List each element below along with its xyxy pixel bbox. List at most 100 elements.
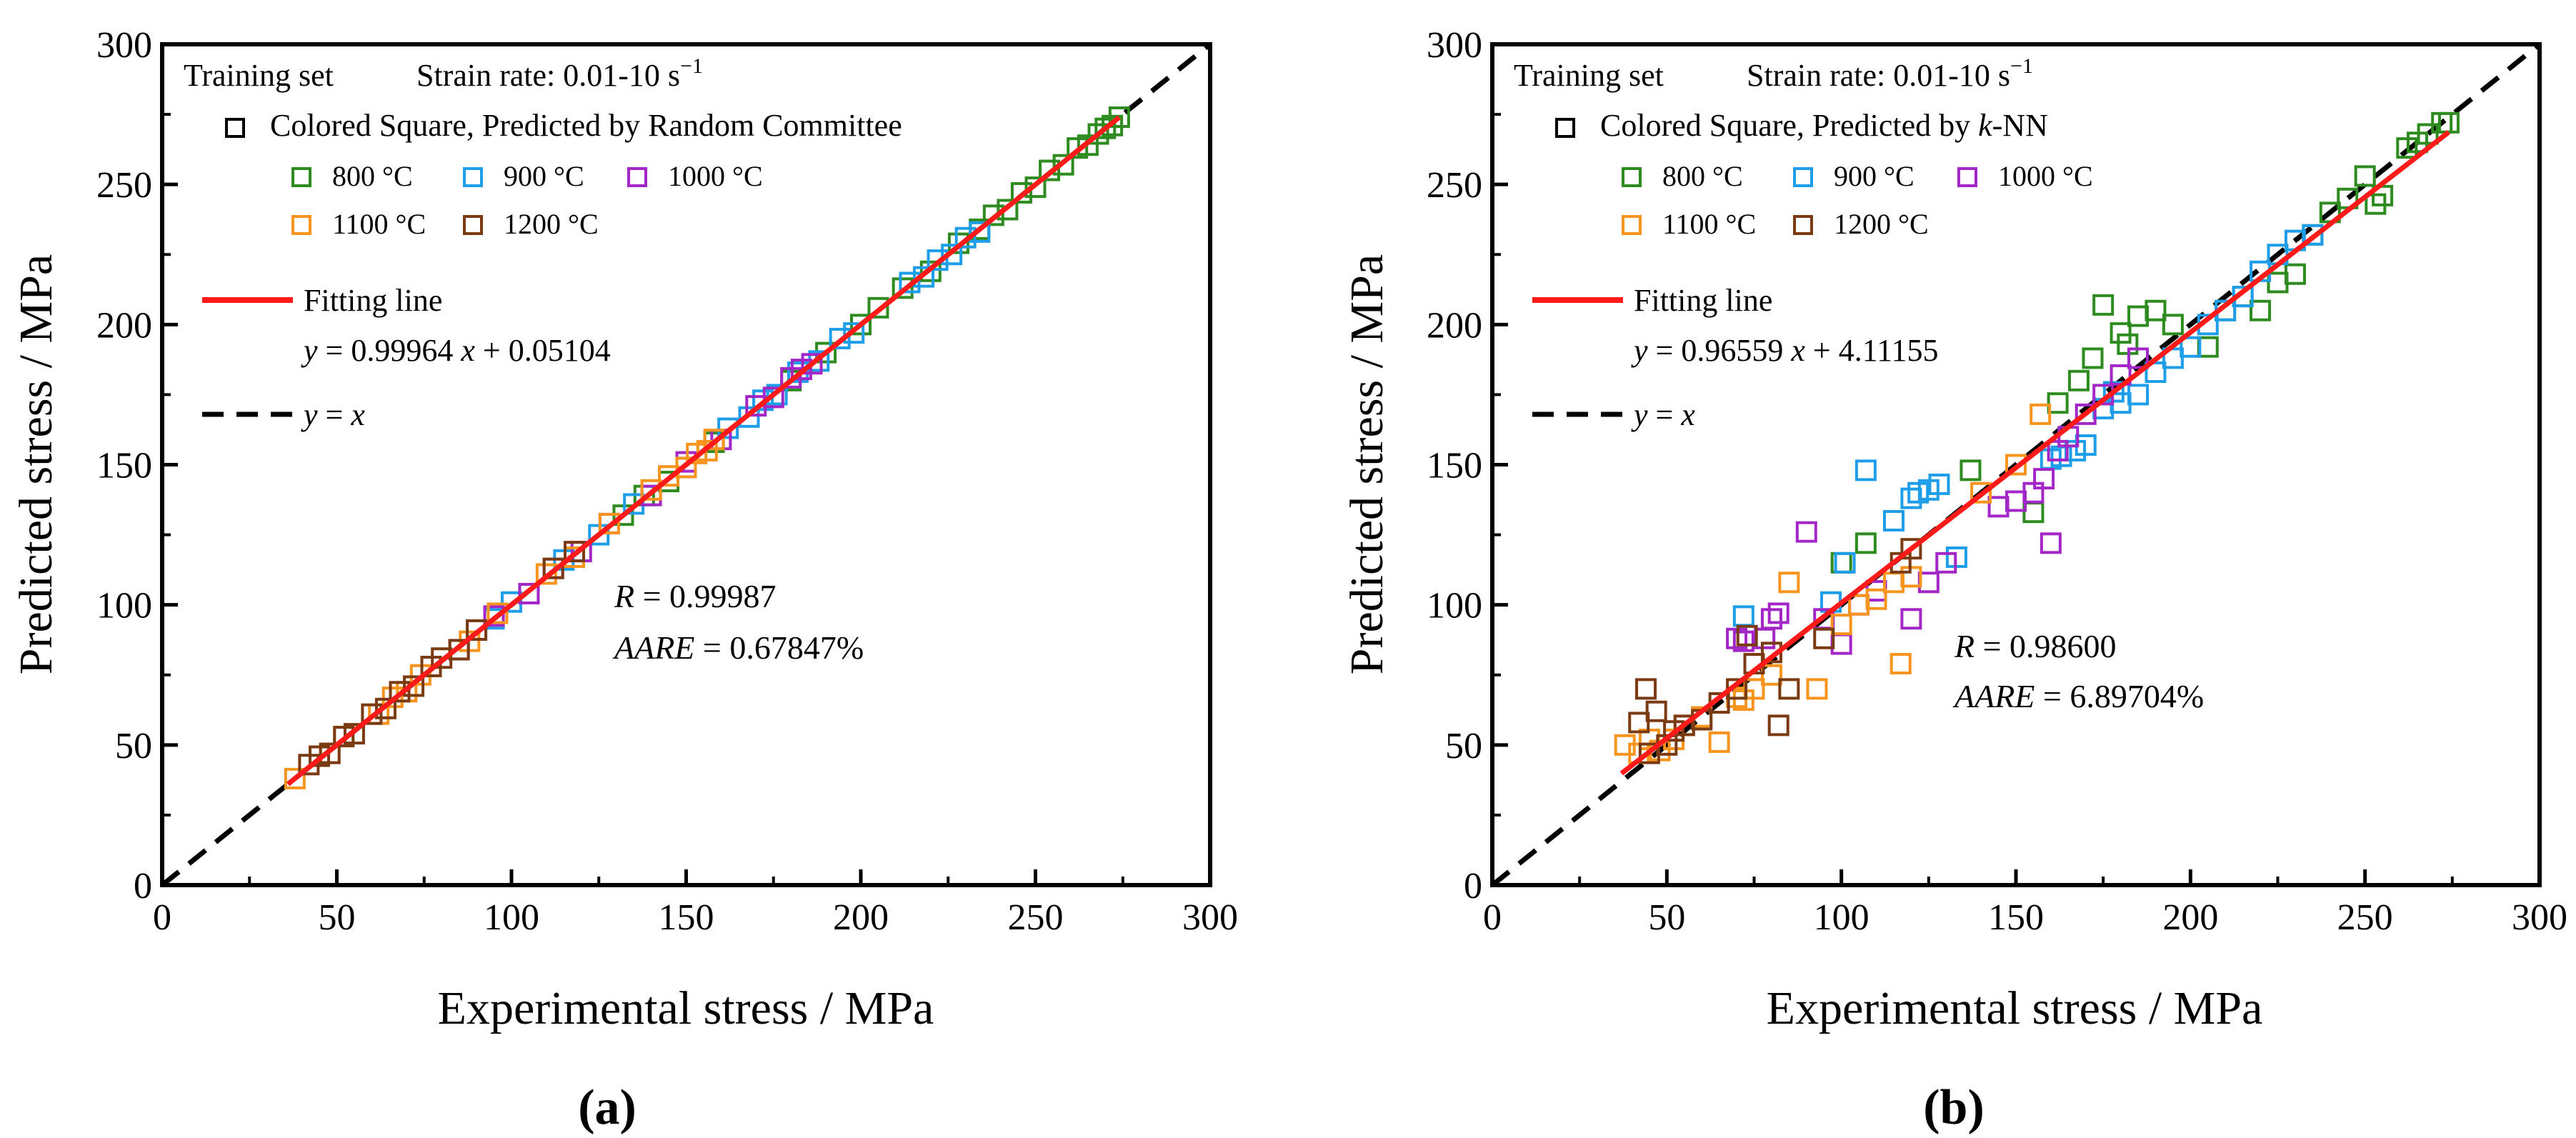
data-point — [1889, 653, 1912, 675]
data-point — [1732, 630, 1754, 652]
legend-temp-label-1000-a: 1000 °C — [668, 160, 763, 192]
legend-a: Training set Strain rate: 0.01-10 s−1 Co… — [184, 54, 902, 432]
data-point — [2302, 224, 2324, 246]
legend-marker-desc-a: Colored Square, Predicted by Random Comm… — [270, 108, 902, 143]
x-tick-label-a: 150 — [659, 897, 714, 938]
data-point — [1854, 532, 1877, 554]
data-point — [2180, 336, 2202, 358]
data-point — [1767, 602, 1789, 624]
legend-fit-equation-a: y = 0.99964 x + 0.05104 — [301, 333, 611, 368]
data-point — [1736, 624, 1758, 647]
data-point — [284, 767, 306, 789]
ticks-layer-b: 00 50 50 100 100 150 150 200 200 250 250 300 300 — [1427, 25, 2567, 938]
data-point — [1813, 627, 1835, 649]
temp-legend-b: 800 °C 900 °C 1000 °C 1100 °C 1200 °C — [1622, 160, 2093, 240]
legend-marker-800-b — [1622, 167, 1642, 187]
fit-line-a — [286, 115, 1122, 787]
panel-label-a: (a) — [578, 1080, 636, 1135]
data-point — [2082, 347, 2104, 369]
y-tick-label-a: 100 — [96, 586, 152, 627]
data-point — [1900, 538, 1922, 560]
data-point — [969, 221, 991, 243]
legend-fit-label-b: Fitting line — [1634, 283, 1772, 318]
data-point — [535, 563, 557, 585]
data-point — [1865, 588, 1887, 610]
legend-marker-black-b — [1555, 118, 1575, 138]
data-point — [1760, 608, 1782, 630]
chart-panel-b: 0 0 50 50 100 100 150 150 200 200 250 250 300 300 Exp… — [1288, 0, 2576, 1138]
data-point — [766, 384, 788, 406]
legend-temp-label-1200-a: 1200 °C — [504, 208, 599, 240]
data-point — [2250, 299, 2272, 321]
data-point — [2110, 322, 2132, 344]
legend-marker-800-a — [291, 167, 311, 187]
data-point — [374, 697, 396, 719]
data-point — [1928, 473, 1950, 495]
data-point — [997, 199, 1019, 221]
legend-temp-label-1000-b: 1000 °C — [1998, 160, 2093, 192]
data-point — [2005, 454, 2027, 476]
data-point — [1010, 181, 1032, 204]
data-point — [2030, 403, 2052, 425]
data-point — [738, 406, 760, 428]
data-point — [1024, 176, 1047, 199]
data-point — [2145, 361, 2167, 384]
y-tick-label-a: 150 — [96, 446, 152, 486]
data-point — [361, 703, 383, 725]
data-point — [598, 512, 620, 534]
legend-temp-label-800-a: 800 °C — [332, 160, 413, 192]
y-tick-label-b: 50 — [1445, 726, 1482, 767]
data-point — [696, 439, 718, 461]
legend-set-name-a: Training set — [184, 58, 334, 93]
legend-b: Training set Strain rate: 0.01-10 s−1 Co… — [1514, 54, 2093, 432]
data-point — [1628, 712, 1650, 734]
y-tick-label-a: 0 — [134, 866, 152, 907]
x-tick-label-a: 250 — [1008, 897, 1064, 938]
y-axis-label-b: Predicted stress / MPa — [1341, 254, 1393, 674]
data-point — [518, 582, 540, 604]
fit-line-b — [1619, 130, 2451, 776]
data-point — [801, 353, 823, 375]
x-tick-label-a: 0 — [153, 897, 171, 938]
data-point — [1970, 481, 1992, 504]
ticks-layer-a: 00 50 50 100 100 150 150 200 200 250 250 300 300 — [96, 25, 1238, 938]
x-tick-label-b: 150 — [1988, 897, 2044, 938]
data-point — [2040, 532, 2062, 554]
data-point — [2127, 384, 2150, 406]
data-point — [703, 429, 725, 451]
x-tick-label-a: 100 — [484, 897, 539, 938]
data-point — [927, 249, 949, 271]
data-point — [1108, 106, 1130, 129]
legend-marker-900-a — [463, 167, 483, 187]
legend-marker-desc-b: Colored Square, Predicted by k-NN — [1600, 108, 2048, 143]
y-tick-label-a: 200 — [96, 305, 152, 346]
series-1100-b — [1614, 403, 2052, 764]
temp-legend-a: 800 °C 900 °C 1000 °C 1100 °C 1200 °C — [291, 160, 763, 240]
data-point — [1834, 551, 1856, 574]
data-point — [343, 723, 365, 745]
data-point — [2075, 403, 2097, 425]
data-point — [1854, 459, 1877, 481]
x-tick-label-b: 50 — [1648, 897, 1685, 938]
data-point — [1778, 572, 1800, 594]
legend-marker-1200-b — [1793, 215, 1813, 235]
y-tick-label-b: 250 — [1427, 165, 1482, 206]
legend-temp-label-1200-b: 1200 °C — [1834, 208, 1929, 240]
data-point — [2033, 468, 2055, 490]
x-tick-label-a: 50 — [319, 897, 356, 938]
legend-marker-1200-a — [463, 215, 483, 235]
data-point — [2047, 392, 2069, 414]
y-tick-label-a: 250 — [96, 165, 152, 206]
legend-marker-900-b — [1793, 167, 1813, 187]
x-tick-label-b: 250 — [2337, 897, 2393, 938]
chart-a-svg: 00 50 50 100 100 150 150 200 200 250 250 300 300 Exp… — [10, 25, 1238, 1135]
data-point — [2354, 165, 2376, 187]
series-1200-a — [298, 541, 586, 776]
legend-marker-1000-b — [1957, 167, 1977, 187]
data-point — [564, 541, 586, 563]
data-point — [2417, 123, 2439, 145]
legend-strain-rate-b: Strain rate: 0.01-10 s−1 — [1747, 54, 2033, 93]
chart-panel-a: 0 0 50 50 100 100 150 150 200 200 250 250 300 300 Exp… — [10, 25, 1238, 1135]
data-point — [483, 605, 505, 627]
data-point — [2092, 294, 2115, 316]
